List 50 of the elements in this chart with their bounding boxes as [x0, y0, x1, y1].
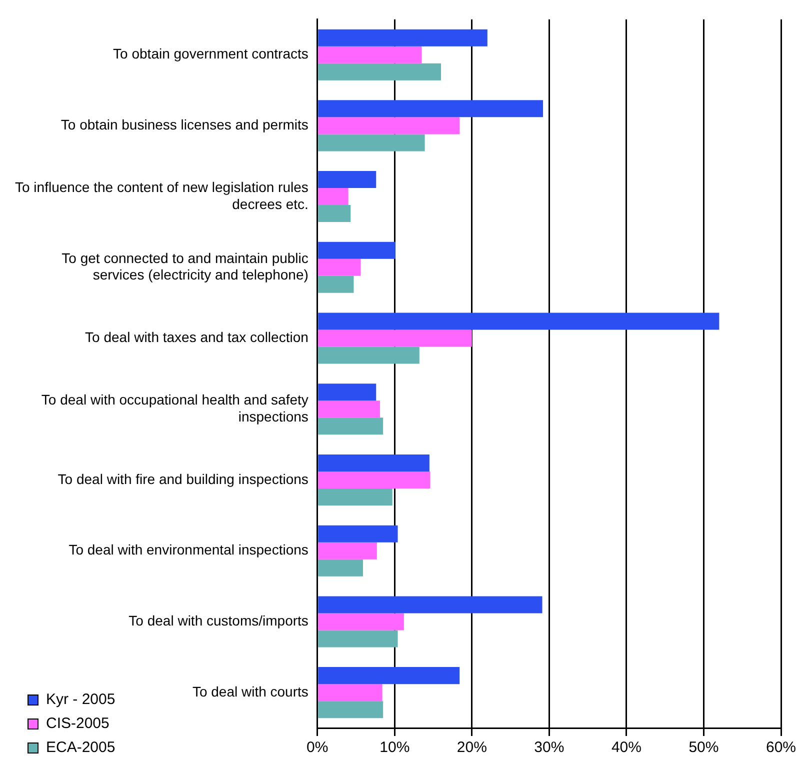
- y-tick-label: To obtain government contracts: [113, 46, 308, 62]
- y-tick-label: To deal with fire and building inspections: [58, 470, 308, 487]
- bar: [318, 63, 442, 80]
- bar: [318, 525, 398, 542]
- bar: [318, 330, 472, 347]
- legend-label: CIS-2005: [46, 715, 110, 732]
- bar: [318, 117, 460, 134]
- y-tick-label: To deal with taxes and tax collection: [85, 329, 308, 346]
- x-tick-label: 20%: [456, 739, 487, 756]
- bar: [318, 258, 361, 276]
- bar: [318, 188, 348, 206]
- bar: [318, 701, 384, 718]
- bar: [318, 542, 377, 560]
- y-tick-label: To deal with customs/imports: [128, 612, 308, 629]
- bar: [318, 667, 460, 684]
- bar: [318, 205, 351, 222]
- bar: [318, 471, 430, 488]
- bar: [318, 418, 384, 435]
- bar: [318, 596, 542, 614]
- bar: [318, 134, 425, 152]
- bar: [318, 400, 380, 418]
- bar: [318, 312, 720, 330]
- y-tick-label: To influence the content of new legislation rules decrees etc.: [15, 179, 308, 212]
- bar: [318, 171, 376, 188]
- bar: [318, 242, 396, 259]
- x-tick-label: 0%: [306, 739, 328, 756]
- bar: [318, 559, 363, 576]
- bar: [318, 684, 382, 702]
- bar: [318, 29, 488, 46]
- x-tick-label: 60%: [766, 739, 796, 756]
- x-tick-label: 10%: [380, 739, 410, 756]
- x-tick-label: 40%: [611, 739, 642, 756]
- bar: [318, 276, 354, 293]
- bar: [318, 346, 420, 364]
- legend-label: ECA-2005: [46, 739, 116, 756]
- bar: [318, 630, 398, 648]
- bar: [318, 100, 544, 118]
- y-tick-label: To deal with courts: [192, 683, 308, 700]
- bar: [318, 454, 430, 472]
- y-tick-label: To deal with environmental inspections: [68, 542, 308, 558]
- y-tick-label: To get connected to and maintain public services (electricity and telephone): [62, 250, 308, 283]
- legend-label: Kyr - 2005: [46, 691, 116, 708]
- x-tick-label: 30%: [534, 739, 564, 756]
- y-tick-label: To deal with occupational health and safety inspections: [41, 392, 308, 424]
- bar: [318, 613, 404, 630]
- bar: [318, 384, 376, 401]
- bar: [318, 46, 422, 64]
- bar: [318, 488, 392, 506]
- x-tick-label: 50%: [688, 739, 719, 756]
- y-tick-label: To obtain business licenses and permits: [60, 116, 308, 133]
